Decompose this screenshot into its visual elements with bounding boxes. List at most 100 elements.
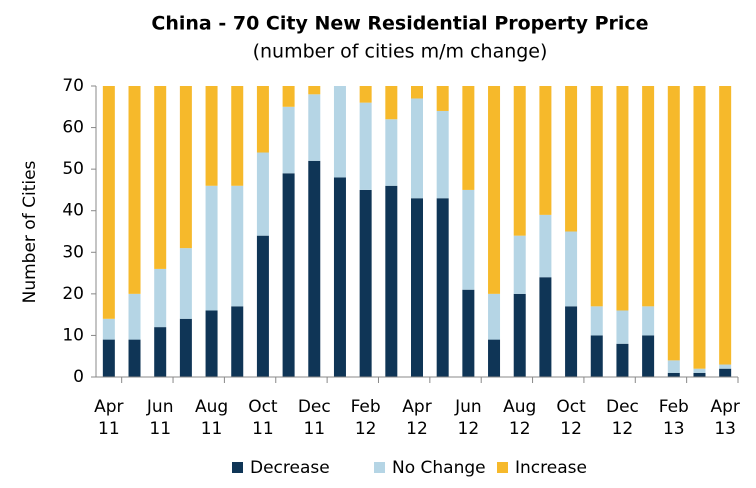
chart-subtitle: (number of cities m/m change) (253, 41, 548, 63)
bar-segment (436, 198, 449, 377)
legend-label: No Change (392, 458, 486, 478)
bar-segment (154, 86, 167, 269)
x-tick-label: Oct 11 (248, 397, 278, 439)
bar-segment (154, 327, 167, 377)
bar-segment (539, 86, 552, 215)
y-tick-label: 40 (62, 201, 84, 221)
bar-segment (513, 293, 526, 377)
bar-segment (154, 268, 167, 328)
y-tick-label: 0 (73, 367, 84, 387)
x-tick-label: Dec 11 (298, 397, 331, 439)
x-tick-label: Oct 12 (556, 397, 586, 439)
bar-segment (462, 86, 475, 190)
bar-segment (102, 318, 115, 340)
bar-segment (693, 372, 706, 377)
bar-segment (642, 306, 655, 336)
y-tick-label: 60 (62, 118, 84, 138)
bar-segment (385, 86, 398, 120)
bar-segment (667, 372, 680, 377)
bar-segment (693, 86, 706, 369)
bar-segment (128, 339, 141, 377)
bar-segment (282, 106, 295, 174)
legend-swatch (232, 462, 243, 473)
legend-swatch (497, 462, 508, 473)
bar-segment (565, 231, 578, 307)
legend-label: Increase (515, 458, 587, 478)
x-tick-label: Jun 12 (454, 397, 482, 439)
bar-segment (565, 306, 578, 377)
bar-segment (411, 98, 423, 199)
bar-segment (231, 185, 244, 307)
x-tick-label: Apr 11 (94, 397, 123, 439)
x-tick-label: Feb 12 (351, 397, 381, 439)
bar-segment (590, 335, 603, 377)
bar-segment (693, 368, 706, 373)
bar-segment (539, 214, 552, 278)
bar-segment (359, 189, 372, 377)
bar-segment (590, 306, 603, 336)
bar-segment (436, 86, 449, 111)
bar-segment (231, 306, 244, 377)
bar-segment (590, 86, 603, 307)
bar-segment (282, 173, 295, 377)
bar-segment (231, 86, 244, 186)
x-tick-label: Feb 13 (659, 397, 689, 439)
bar-segment (462, 289, 475, 377)
bar-segment (179, 248, 192, 319)
bar-segment (667, 360, 680, 373)
bar-segment (385, 185, 398, 377)
legend-swatch (374, 462, 385, 473)
bar-segment (719, 86, 732, 365)
y-tick-label: 10 (62, 325, 84, 345)
bar-segment (179, 318, 192, 377)
bar-segment (308, 160, 321, 377)
bar-segment (359, 86, 372, 103)
bar-segment (436, 110, 449, 199)
bar-segment (719, 368, 732, 377)
bar-segment (359, 102, 372, 190)
x-tick-label: Apr 13 (710, 397, 739, 439)
bar-segment (719, 364, 732, 369)
bar-segment (128, 86, 141, 294)
bar-segment (616, 310, 629, 344)
bar-segment (488, 339, 501, 377)
bar-segment (205, 310, 218, 377)
y-tick-label: 20 (62, 284, 84, 304)
bar-segment (102, 86, 115, 319)
bar-segment (333, 177, 346, 377)
y-tick-label: 30 (62, 242, 84, 262)
bar-segment (385, 119, 398, 186)
bar-segment (616, 343, 629, 377)
chart-title: China - 70 City New Residential Property… (151, 13, 648, 35)
bar-segment (308, 94, 321, 161)
bar-segment (282, 86, 295, 107)
bar-segment (667, 86, 680, 361)
bar-segment (179, 86, 192, 249)
x-tick-label: Aug 11 (195, 397, 228, 439)
bar-segment (102, 339, 115, 377)
bar-segment (256, 86, 269, 153)
y-axis-label: Number of Cities (20, 160, 40, 303)
x-tick-label: Aug 12 (503, 397, 536, 439)
bar-segment (256, 235, 269, 377)
bar-segment (411, 86, 423, 99)
x-tick-label: Apr 12 (402, 397, 431, 439)
y-tick-label: 70 (62, 76, 84, 96)
y-tick-label: 50 (62, 159, 84, 179)
bar-segment (488, 86, 501, 294)
x-tick-label: Jun 11 (146, 397, 174, 439)
bar-segment (616, 86, 629, 311)
bar-segment (128, 293, 141, 340)
bar-segment (488, 293, 501, 340)
bar-segment (411, 198, 423, 377)
bar-segment (462, 189, 475, 290)
bar-segment (539, 277, 552, 377)
bar-segment (308, 86, 321, 95)
bar-segment (642, 86, 655, 307)
bar-segment (565, 86, 578, 232)
bar-segment (205, 185, 218, 311)
bar-segment (256, 152, 269, 236)
bar-segment (333, 86, 346, 178)
bar-segment (205, 86, 218, 186)
